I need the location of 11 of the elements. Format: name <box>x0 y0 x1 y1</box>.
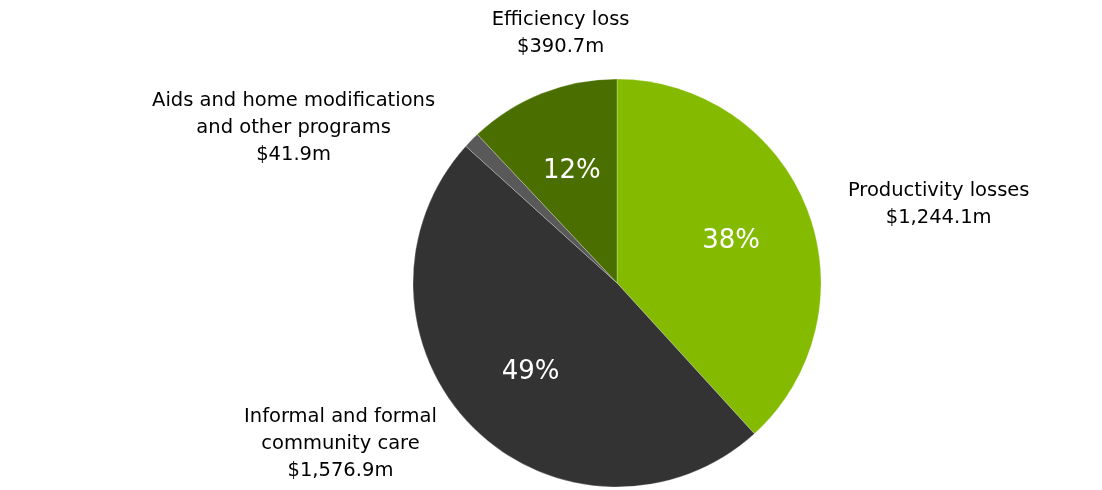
slice-label: Informal and formal community care <box>244 403 437 454</box>
data-label: $390.7m <box>517 33 605 56</box>
slice-label: Efficiency loss <box>491 6 630 29</box>
text: 12% <box>543 154 601 185</box>
data-label: $1,244.1m <box>885 204 992 228</box>
text: 38% <box>702 223 761 254</box>
text: 49% <box>501 354 560 385</box>
data-label: $41.9m <box>256 141 331 165</box>
slice-label: Aids and home modifications and other programs <box>152 87 436 138</box>
data-label: $1,576.9m <box>287 457 394 481</box>
slice-label: Productivity losses <box>847 177 1030 201</box>
